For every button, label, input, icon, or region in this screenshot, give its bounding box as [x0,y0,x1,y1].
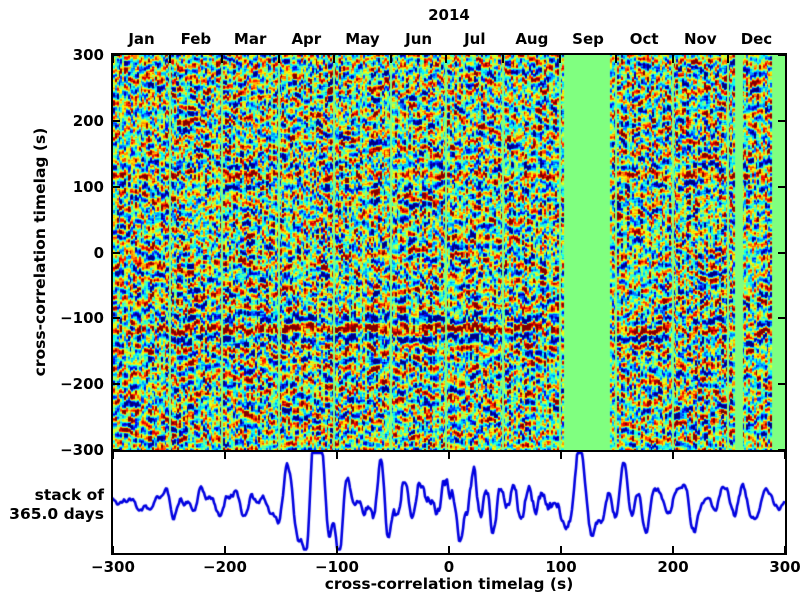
tick-mark [336,546,338,553]
tick-mark [112,55,114,63]
tick-mark [448,452,450,459]
x-tick-label-100: 100 [545,558,577,576]
month-label-jul: Jul [464,30,486,48]
x-tick-label--300: −300 [91,558,135,576]
tick-mark [224,452,226,459]
x-tick-label-300: 300 [769,558,800,576]
month-label-apr: Apr [291,30,322,48]
tick-mark [726,55,729,63]
x-tick-label--200: −200 [203,558,247,576]
y-tick-label-300: 300 [72,46,104,64]
tick-mark [336,452,338,459]
stack-label: stack of 365.0 days [0,486,104,524]
tick-mark [671,55,674,63]
plot-title: 2014 [428,6,470,24]
month-label-mar: Mar [233,30,267,48]
stack-waveform-canvas [113,452,785,553]
tick-mark [113,119,120,122]
tick-mark [559,55,562,63]
tick-mark [778,54,785,56]
stack-label-line2: 365.0 days [9,505,104,523]
tick-mark [672,452,674,459]
tick-mark [445,55,448,63]
month-label-aug: Aug [515,30,549,48]
tick-mark [778,251,785,254]
tick-mark [502,55,505,63]
tick-mark [113,317,120,320]
tick-mark [614,55,617,63]
month-label-nov: Nov [683,30,717,48]
tick-mark [113,185,120,188]
tick-mark [784,546,786,553]
x-tick-label-0: 0 [443,558,455,576]
tick-mark [778,317,785,320]
y-tick-label-0: 0 [93,243,104,262]
tick-mark [560,546,562,553]
tick-mark [778,119,785,122]
y-tick-label-100: 100 [72,177,104,196]
tick-mark [332,55,335,63]
x-axis-label: cross-correlation timelag (s) [324,575,574,593]
month-label-jan: Jan [128,30,155,48]
month-label-oct: Oct [629,30,659,48]
tick-mark [113,251,120,254]
y-tick-label-200: 200 [72,111,104,130]
tick-mark [784,452,786,459]
month-label-jun: Jun [405,30,433,48]
tick-mark [112,546,114,553]
tick-mark [672,546,674,553]
tick-mark [390,55,392,63]
tick-mark [113,449,120,451]
heatmap-canvas [113,55,785,450]
tick-mark [277,55,280,63]
month-label-sep: Sep [572,30,604,48]
tick-mark [112,452,114,459]
tick-mark [778,185,785,188]
tick-mark [560,452,562,459]
month-label-dec: Dec [740,30,773,48]
tick-mark [113,383,120,386]
stack-label-line1: stack of [34,486,104,504]
tick-mark [113,54,120,56]
month-label-may: May [345,30,380,48]
y-tick-label--100: −100 [60,309,104,328]
x-tick-label-200: 200 [657,558,689,576]
tick-mark [778,383,785,386]
y-tick-label--200: −200 [60,375,104,394]
tick-mark [448,546,450,553]
tick-mark [224,546,226,553]
x-tick-label--100: −100 [315,558,359,576]
tick-mark [220,55,223,63]
month-label-feb: Feb [180,30,212,48]
tick-mark [778,449,785,451]
tick-mark [169,55,172,63]
y-tick-label--300: −300 [60,441,104,459]
